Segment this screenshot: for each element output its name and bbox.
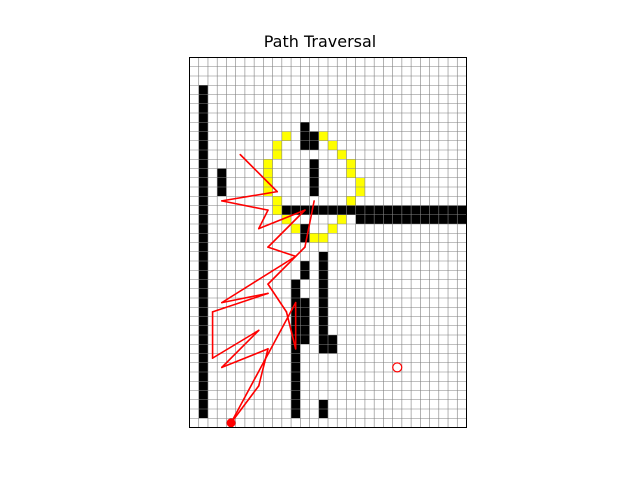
path-segment xyxy=(267,246,297,258)
obstacle-cell xyxy=(318,251,328,354)
path-segment xyxy=(267,246,306,285)
path-segment xyxy=(285,311,297,350)
path-segment xyxy=(267,209,306,248)
highlight-cell xyxy=(272,196,282,206)
obstacle-cell xyxy=(198,224,208,419)
plot-frame xyxy=(189,57,467,428)
path-segment xyxy=(257,209,306,230)
highlight-cell xyxy=(337,214,347,224)
obstacle-cell xyxy=(318,205,328,215)
highlight-cell xyxy=(318,233,328,243)
highlight-cell xyxy=(263,168,273,178)
highlight-cell xyxy=(281,131,292,141)
path-segment xyxy=(230,385,260,424)
grid-layer xyxy=(189,57,467,428)
obstacle-cell xyxy=(328,344,338,354)
obstacle-cell xyxy=(291,205,301,215)
obstacle-cell xyxy=(337,205,347,215)
highlight-cell xyxy=(263,187,273,197)
start-marker xyxy=(226,418,236,428)
path-segment xyxy=(211,329,260,359)
obstacle-cell xyxy=(281,205,292,215)
path-segment xyxy=(304,200,315,248)
highlight-cell xyxy=(291,224,301,234)
highlight-cell xyxy=(272,205,282,215)
obstacle-cell xyxy=(328,205,338,215)
highlight-cell xyxy=(272,150,282,160)
obstacle-cell xyxy=(300,298,310,345)
highlight-cell xyxy=(263,159,273,169)
path-segment xyxy=(267,181,279,193)
path-segment xyxy=(267,283,288,313)
path-segment xyxy=(221,329,260,369)
highlight-cell xyxy=(337,150,347,160)
path-segment xyxy=(221,255,297,304)
highlight-cell xyxy=(281,214,292,224)
chart-title: Path Traversal xyxy=(263,32,377,51)
obstacle-cell xyxy=(346,205,356,215)
path-segment xyxy=(221,190,279,202)
highlight-cell xyxy=(328,140,338,150)
obstacle-cell xyxy=(309,205,319,215)
path-segment xyxy=(257,348,269,387)
path-segment xyxy=(239,153,269,184)
path-segment xyxy=(221,292,269,304)
path-segment xyxy=(211,292,269,313)
path-segment xyxy=(221,200,269,211)
highlight-cell xyxy=(355,177,365,187)
highlight-cell xyxy=(328,224,338,234)
highlight-cell xyxy=(346,168,356,178)
goal-marker xyxy=(392,362,403,373)
highlight-cell xyxy=(346,159,356,169)
obstacle-cell xyxy=(328,335,338,345)
highlight-cell xyxy=(346,196,356,206)
path-segment xyxy=(221,348,269,369)
obstacle-cell xyxy=(217,168,227,197)
path-segment xyxy=(257,209,269,230)
highlight-cell xyxy=(318,131,328,141)
highlight-cell xyxy=(272,140,282,150)
marker-layer xyxy=(226,362,403,428)
path-layer xyxy=(211,153,315,424)
obstacle-cell xyxy=(300,122,310,150)
highlight-cell xyxy=(355,187,365,197)
highlight-cell xyxy=(309,233,319,243)
path-segment xyxy=(230,301,297,424)
